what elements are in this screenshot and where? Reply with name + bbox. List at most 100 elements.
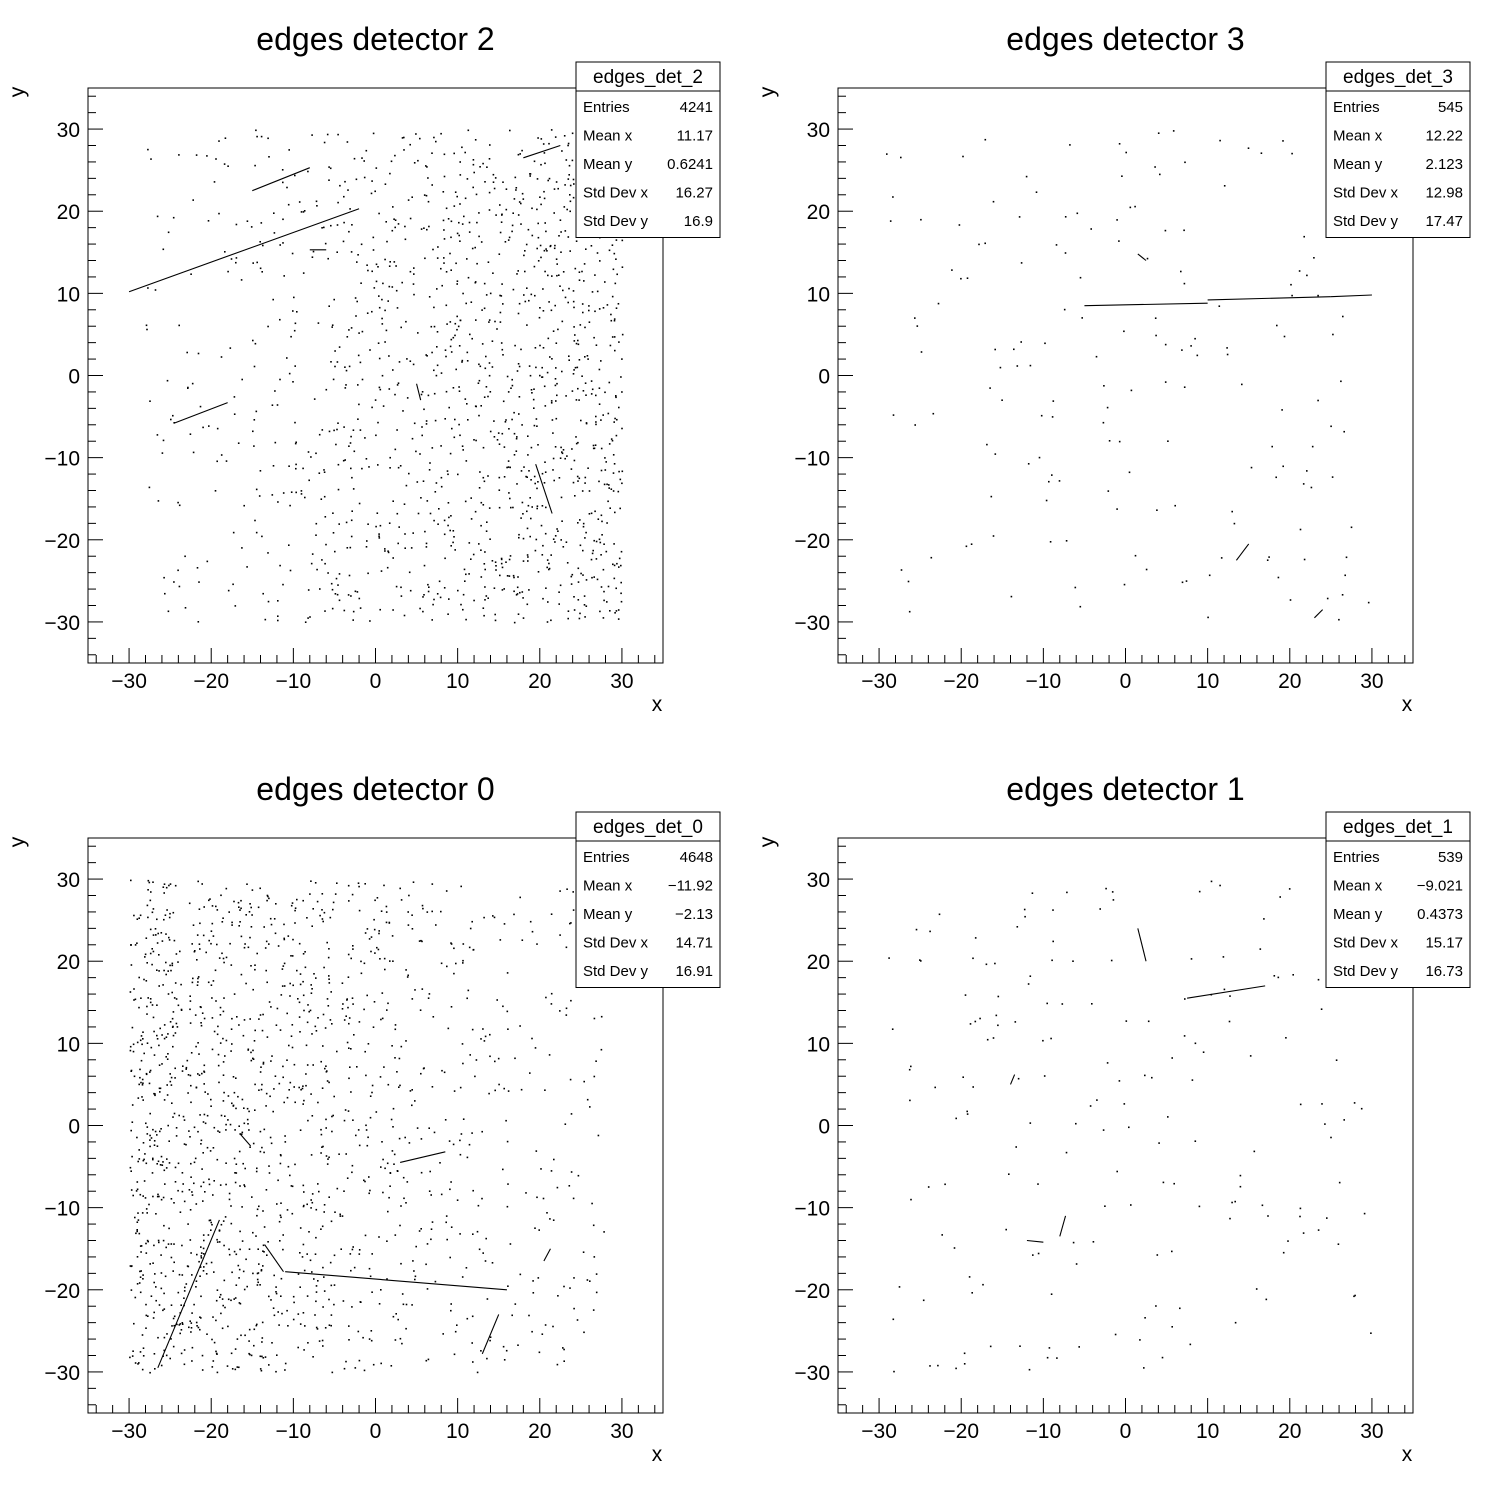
scatter-point xyxy=(177,569,179,572)
scatter-point xyxy=(369,1275,372,1278)
scatter-point xyxy=(265,1092,268,1095)
scatter-point xyxy=(203,1239,205,1242)
scatter-point xyxy=(321,918,324,920)
scatter-point xyxy=(391,229,394,232)
scatter-point xyxy=(526,324,528,326)
scatter-point xyxy=(598,308,601,310)
scatter-point xyxy=(190,1176,192,1178)
scatter-point xyxy=(469,927,472,930)
scatter-point xyxy=(195,1203,198,1205)
scatter-point xyxy=(293,1063,296,1066)
scatter-point xyxy=(222,1304,224,1307)
scatter-point xyxy=(264,1356,267,1358)
scatter-point xyxy=(321,1339,324,1342)
scatter-point xyxy=(566,562,569,564)
scatter-point xyxy=(159,1164,162,1166)
scatter-point xyxy=(235,1253,238,1256)
scatter-point xyxy=(351,1248,354,1251)
scatter-point xyxy=(338,573,341,575)
scatter-point xyxy=(581,303,584,305)
scatter-point xyxy=(378,1303,381,1305)
scatter-point xyxy=(573,459,576,462)
scatter-point xyxy=(275,1024,278,1026)
scatter-point xyxy=(423,594,425,596)
scatter-point xyxy=(140,1081,142,1084)
scatter-point xyxy=(172,1116,174,1118)
scatter-point xyxy=(427,1358,430,1361)
scatter-point xyxy=(199,405,202,408)
scatter-point xyxy=(498,476,501,479)
scatter-point xyxy=(282,181,284,184)
scatter-point xyxy=(280,1295,282,1297)
scatter-point xyxy=(388,388,391,390)
scatter-point xyxy=(182,1115,185,1118)
scatter-point xyxy=(352,1119,354,1121)
scatter-point xyxy=(315,1236,317,1239)
scatter-point xyxy=(284,1135,286,1137)
scatter-point xyxy=(242,1162,244,1165)
scatter-point xyxy=(169,883,172,885)
scatter-point xyxy=(200,1295,202,1298)
scatter-point xyxy=(358,909,361,912)
scatter-point xyxy=(434,419,437,422)
scatter-point xyxy=(250,906,252,909)
scatter-point xyxy=(352,1246,354,1248)
scatter-point xyxy=(251,889,254,891)
scatter-point xyxy=(1218,305,1221,307)
scatter-point xyxy=(235,223,238,226)
scatter-point xyxy=(283,275,285,277)
scatter-point xyxy=(483,614,485,617)
scatter-point xyxy=(1111,891,1114,893)
scatter-point xyxy=(220,356,223,358)
scatter-point xyxy=(145,1242,147,1245)
scatter-point xyxy=(357,882,360,884)
scatter-point xyxy=(167,993,170,995)
scatter-point xyxy=(280,1277,283,1280)
scatter-point xyxy=(444,557,446,560)
scatter-point xyxy=(506,1205,509,1208)
scatter-point xyxy=(1171,1326,1173,1328)
scatter-point xyxy=(149,1112,151,1115)
scatter-point xyxy=(145,1162,148,1165)
scatter-point xyxy=(309,616,311,618)
scatter-point xyxy=(449,1188,451,1191)
scatter-point xyxy=(174,884,177,887)
scatter-point xyxy=(485,294,488,296)
scatter-point xyxy=(1014,1021,1017,1023)
scatter-point xyxy=(484,568,486,571)
scatter-point xyxy=(283,938,286,941)
scatter-point xyxy=(407,974,409,977)
scatter-point xyxy=(376,897,379,899)
scatter-point xyxy=(968,1276,971,1278)
scatter-point xyxy=(136,1229,138,1231)
scatter-point xyxy=(189,1074,192,1077)
scatter-point xyxy=(547,601,549,603)
scatter-point xyxy=(151,1172,154,1174)
scatter-point xyxy=(446,1238,448,1241)
scatter-point xyxy=(261,271,263,273)
scatter-point xyxy=(193,1161,196,1164)
scatter-point xyxy=(449,529,451,532)
scatter-point xyxy=(407,911,409,913)
scatter-point xyxy=(381,323,384,325)
scatter-point xyxy=(252,1272,254,1275)
scatter-point xyxy=(344,366,346,368)
scatter-point xyxy=(420,393,423,396)
scatter-point xyxy=(295,491,297,494)
scatter-point xyxy=(929,930,931,933)
scatter-point xyxy=(566,888,568,890)
scatter-point xyxy=(523,294,525,296)
scatter-point xyxy=(198,581,200,583)
scatter-point xyxy=(572,196,575,199)
scatter-point xyxy=(405,1040,407,1042)
scatter-point xyxy=(325,1155,328,1157)
scatter-point xyxy=(427,583,429,586)
scatter-point xyxy=(260,1369,263,1372)
scatter-point xyxy=(206,1114,209,1117)
scatter-point xyxy=(459,161,461,163)
scatter-point xyxy=(248,1328,251,1331)
scatter-point xyxy=(348,1047,350,1049)
scatter-point xyxy=(225,956,228,959)
scatter-point xyxy=(544,461,546,463)
scatter-point xyxy=(377,342,380,344)
